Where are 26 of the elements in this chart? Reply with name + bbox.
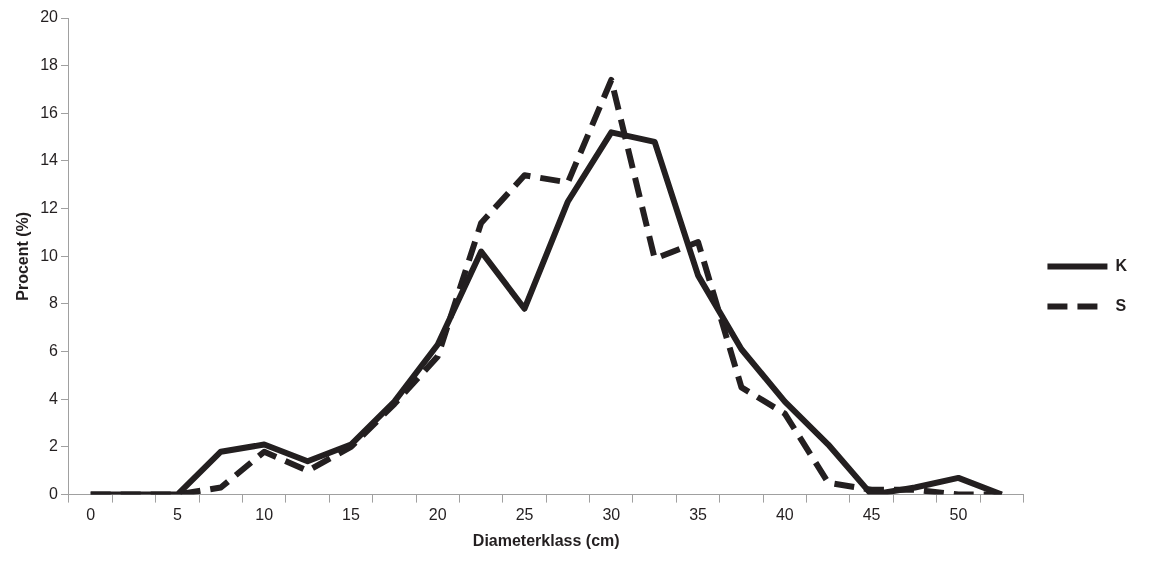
x-tick-label: 5 (173, 505, 182, 523)
y-tick-label: 20 (40, 8, 59, 26)
x-axis-title: Diameterklass (cm) (472, 531, 620, 549)
y-axis-title: Procent (%) (14, 211, 32, 301)
y-tick-label: 2 (49, 437, 59, 455)
legend-label: K (1115, 256, 1128, 274)
y-tick-label: 6 (49, 342, 59, 360)
x-tick-label: 0 (86, 505, 96, 523)
y-tick-label: 16 (40, 103, 59, 121)
x-tick-label: 35 (689, 505, 708, 523)
x-tick-label: 40 (775, 505, 794, 523)
x-tick-label: 15 (342, 505, 360, 523)
y-tick-label: 4 (49, 389, 59, 407)
x-tick-label: 45 (862, 505, 881, 523)
y-tick-label: 14 (40, 151, 59, 169)
x-tick-label: 10 (255, 505, 274, 523)
x-tick-label: 20 (428, 505, 447, 523)
y-tick-label: 0 (49, 485, 59, 503)
y-tick-label: 8 (49, 294, 59, 312)
x-tick-label: 25 (515, 505, 534, 523)
y-tick-label: 12 (40, 199, 59, 217)
legend-label: S (1115, 296, 1127, 314)
y-tick-label: 18 (40, 56, 59, 74)
y-tick-label: 10 (40, 246, 59, 264)
x-tick-label: 50 (949, 505, 968, 523)
x-tick-label: 30 (602, 505, 621, 523)
